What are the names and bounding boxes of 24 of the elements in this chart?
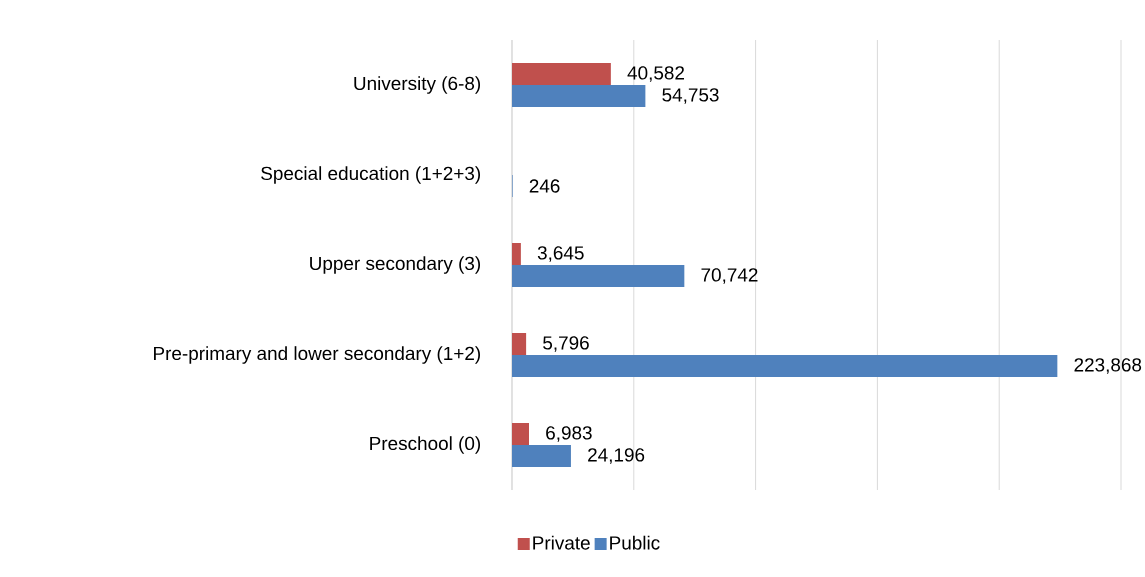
bar [512,333,527,355]
bar [512,423,530,445]
bar [512,265,685,287]
data-label: 70,742 [701,268,758,284]
legend-label: Public [610,535,660,550]
data-label: 223,868 [1074,358,1142,374]
data-label: 246 [529,179,560,193]
bar [512,355,1058,377]
data-label: 24,196 [588,448,645,464]
bar [512,85,646,107]
data-label: 6,983 [546,426,592,442]
y-tick-label: Upper secondary (3) [310,256,481,274]
y-tick-label: Pre-primary and lower secondary (1+2) [154,346,480,364]
data-label: 5,796 [543,336,589,352]
y-tick-label: Special education (1+2+3) [261,166,481,184]
legend-label: Private [533,535,590,550]
data-label: 54,753 [662,88,719,104]
bar [512,63,611,85]
data-label: 40,582 [627,66,684,82]
y-tick-label: University (6-8) [354,76,481,94]
bar [512,243,521,265]
data-label: 3,645 [537,246,584,262]
y-tick-label: Preschool (0) [370,436,481,454]
bar [512,445,571,467]
